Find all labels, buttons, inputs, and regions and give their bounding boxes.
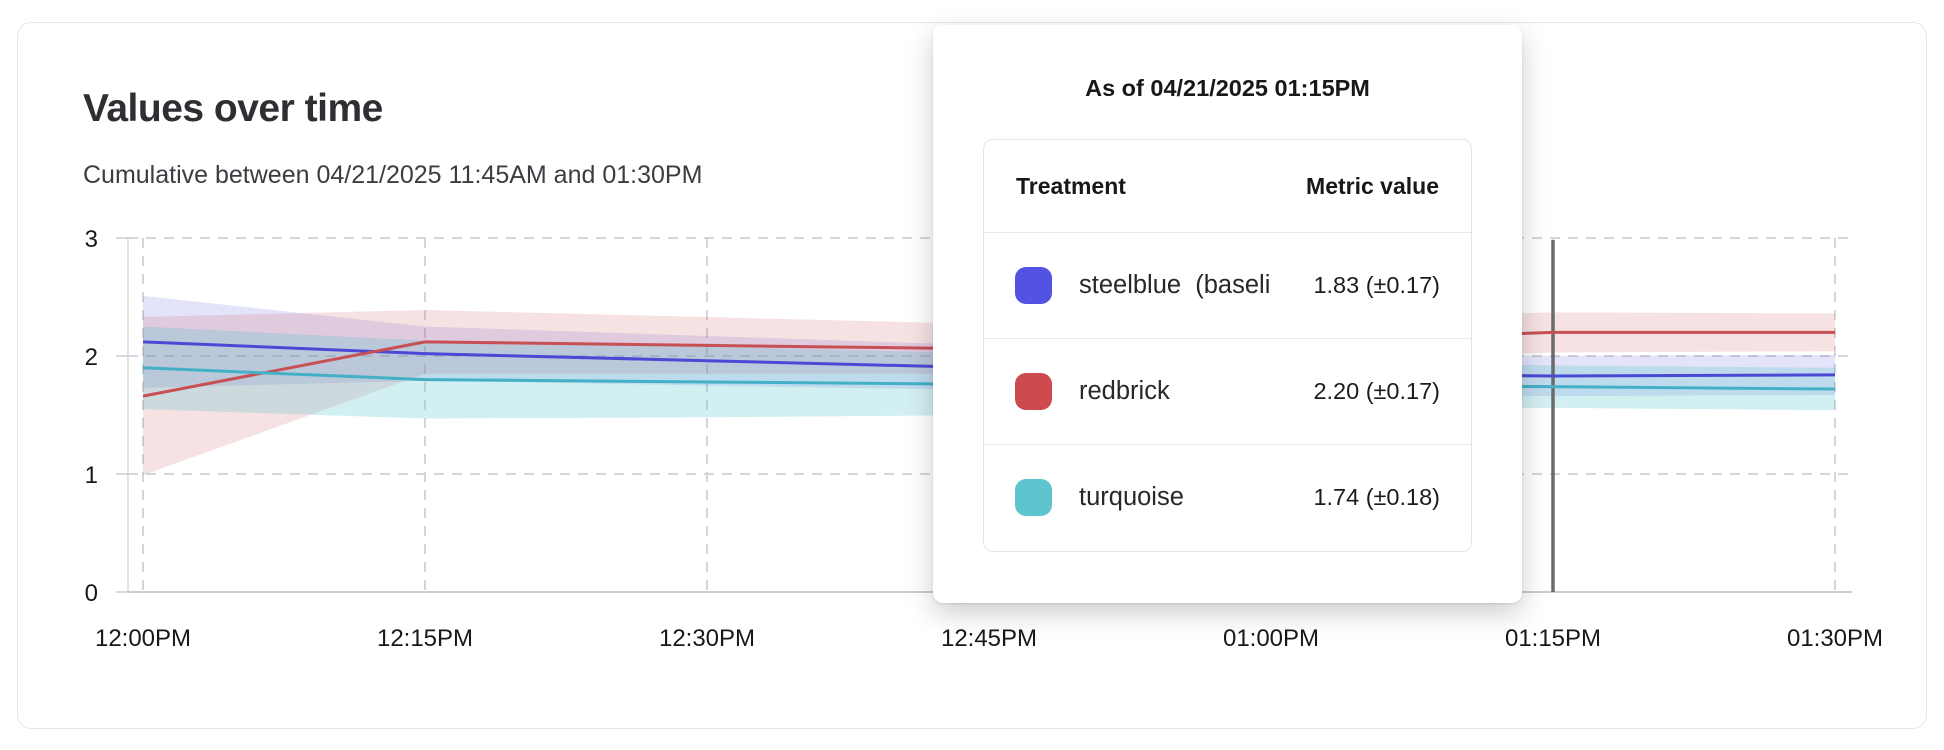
column-header-treatment: Treatment [1016, 172, 1126, 199]
tooltip-rows-container: steelblue (baseli 1.83 (±0.17) redbrick 2.2… [984, 233, 1471, 550]
series-metric-value: 2.20 (±0.17) [1313, 378, 1440, 404]
series-label: turquoise [1079, 483, 1184, 511]
x-tick-label: 01:00PM [1223, 625, 1319, 652]
column-header-metric-value: Metric value [1306, 172, 1439, 199]
chart-hover-tooltip: As of 04/21/2025 01:15PM Treatment Metri… [933, 25, 1522, 603]
x-tick-label: 12:45PM [941, 625, 1037, 652]
series-label: redbrick [1079, 377, 1170, 405]
series-label: steelblue (baseli [1079, 271, 1271, 299]
y-tick-label: 1 [85, 462, 98, 489]
y-tick-label: 2 [85, 344, 98, 371]
tooltip-row: redbrick 2.20 (±0.17) [984, 339, 1471, 445]
tooltip-table-header: Treatment Metric value [984, 140, 1471, 233]
x-tick-label: 01:15PM [1505, 625, 1601, 652]
x-tick-label: 12:15PM [377, 625, 473, 652]
x-tick-label: 01:30PM [1787, 625, 1883, 652]
series-color-swatch [1015, 373, 1052, 410]
y-tick-label: 0 [85, 580, 98, 607]
page-title: Values over time [83, 87, 383, 130]
y-tick-label: 3 [85, 226, 98, 253]
series-color-swatch [1015, 479, 1052, 516]
chart-subtitle: Cumulative between 04/21/2025 11:45AM an… [83, 161, 703, 189]
x-tick-label: 12:30PM [659, 625, 755, 652]
series-metric-value: 1.83 (±0.17) [1313, 272, 1440, 298]
series-metric-value: 1.74 (±0.18) [1313, 484, 1440, 510]
x-tick-label: 12:00PM [95, 625, 191, 652]
tooltip-table: Treatment Metric value steelblue (baseli… [983, 139, 1472, 552]
tooltip-row: steelblue (baseli 1.83 (±0.17) [984, 233, 1471, 339]
series-color-swatch [1015, 267, 1052, 304]
tooltip-timestamp: As of 04/21/2025 01:15PM [1085, 75, 1370, 101]
tooltip-row: turquoise 1.74 (±0.18) [984, 445, 1471, 550]
